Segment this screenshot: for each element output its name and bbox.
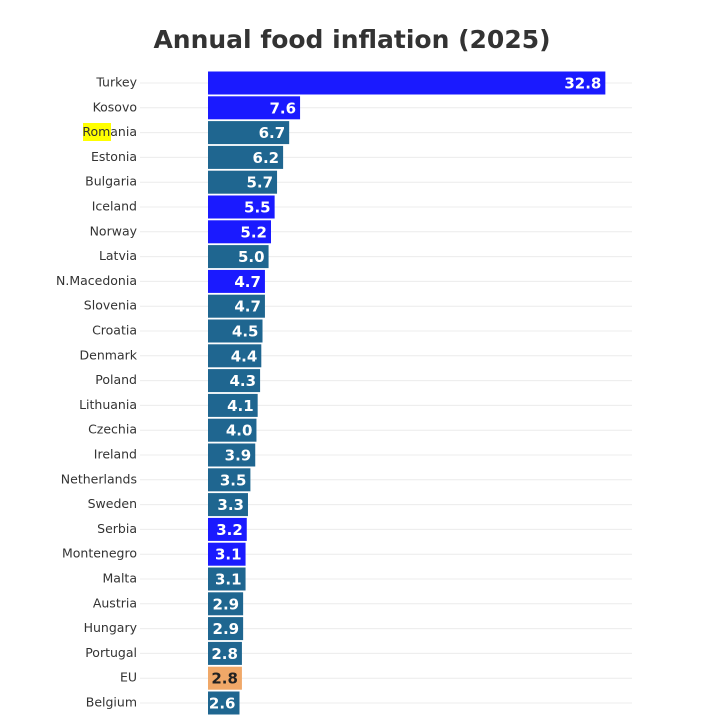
y-tick-label: Sweden [88,496,137,511]
bar [208,418,257,442]
bar [208,96,301,120]
bar [208,517,247,541]
value-label: 4.0 [226,422,253,440]
bar [208,121,290,145]
y-tick-label: Bulgaria [85,174,137,189]
y-tick-label: Iceland [92,199,137,214]
y-tick-label: Slovenia [84,298,137,313]
bar [208,443,256,467]
value-label: 6.2 [253,149,280,167]
value-label: 4.4 [231,347,258,365]
value-label: 4.1 [227,397,254,415]
bar [208,170,278,194]
bar [208,493,248,517]
bar [208,344,262,368]
bar [208,145,284,169]
bar [208,617,244,641]
bar [208,195,275,219]
y-tick-label: N.Macedonia [56,273,137,288]
y-tick-label: Hungary [84,620,138,635]
bar [208,592,244,616]
value-label: 5.0 [238,248,265,266]
value-label: 5.2 [240,223,267,241]
highlight [83,123,111,141]
value-label: 7.6 [269,99,296,117]
value-label: 4.3 [230,372,257,390]
value-label: 4.7 [234,298,261,316]
value-label: 2.9 [213,595,240,613]
value-label: 3.2 [216,521,243,539]
value-label: 3.9 [225,447,252,465]
value-label: 5.7 [246,174,273,192]
bar [208,245,269,269]
value-label: 2.8 [211,645,238,663]
y-tick-label: Serbia [97,521,137,536]
y-tick-label: Kosovo [93,99,137,114]
value-label: 32.8 [564,75,601,93]
y-tick-label: Poland [95,372,137,387]
y-tick-label: Latvia [99,248,137,263]
value-label: 3.5 [220,471,247,489]
y-tick-label: Austria [93,595,137,610]
bar [208,319,263,343]
value-label: 6.7 [259,124,286,142]
bar [208,294,265,318]
y-tick-label: Turkey [95,75,137,90]
bar [208,220,271,244]
bar [208,369,261,393]
y-tick-label: Portugal [85,645,137,660]
bar [208,542,246,566]
value-label: 3.1 [215,546,242,564]
y-tick-label: Montenegro [62,546,137,561]
value-label: 5.5 [244,199,271,217]
y-tick-label: Belgium [86,695,137,710]
bar [208,691,240,715]
bar [208,269,265,293]
y-tick-label: Denmark [80,347,138,362]
value-label: 4.7 [234,273,261,291]
bar [208,71,606,95]
bar [208,393,258,417]
value-label: 2.6 [209,695,236,713]
bar [208,468,251,492]
value-label: 3.3 [217,496,244,514]
value-label: 4.5 [232,323,259,341]
bar [208,666,242,690]
y-tick-label: Norway [90,223,138,238]
bar [208,567,246,591]
y-tick-label: EU [120,670,137,685]
y-tick-label: Netherlands [61,471,137,486]
y-tick-label: Ireland [94,447,137,462]
y-tick-label: Estonia [91,149,137,164]
chart-title: Annual food inflation (2025) [153,25,550,54]
y-tick-label: Lithuania [79,397,137,412]
y-tick-label: Croatia [92,323,137,338]
bar [208,641,242,665]
value-label: 2.8 [211,670,238,688]
value-label: 2.9 [213,620,240,638]
y-tick-label: Romania [82,124,137,139]
y-tick-label: Malta [103,571,137,586]
y-tick-label: Czechia [88,422,137,437]
value-label: 3.1 [215,571,242,589]
